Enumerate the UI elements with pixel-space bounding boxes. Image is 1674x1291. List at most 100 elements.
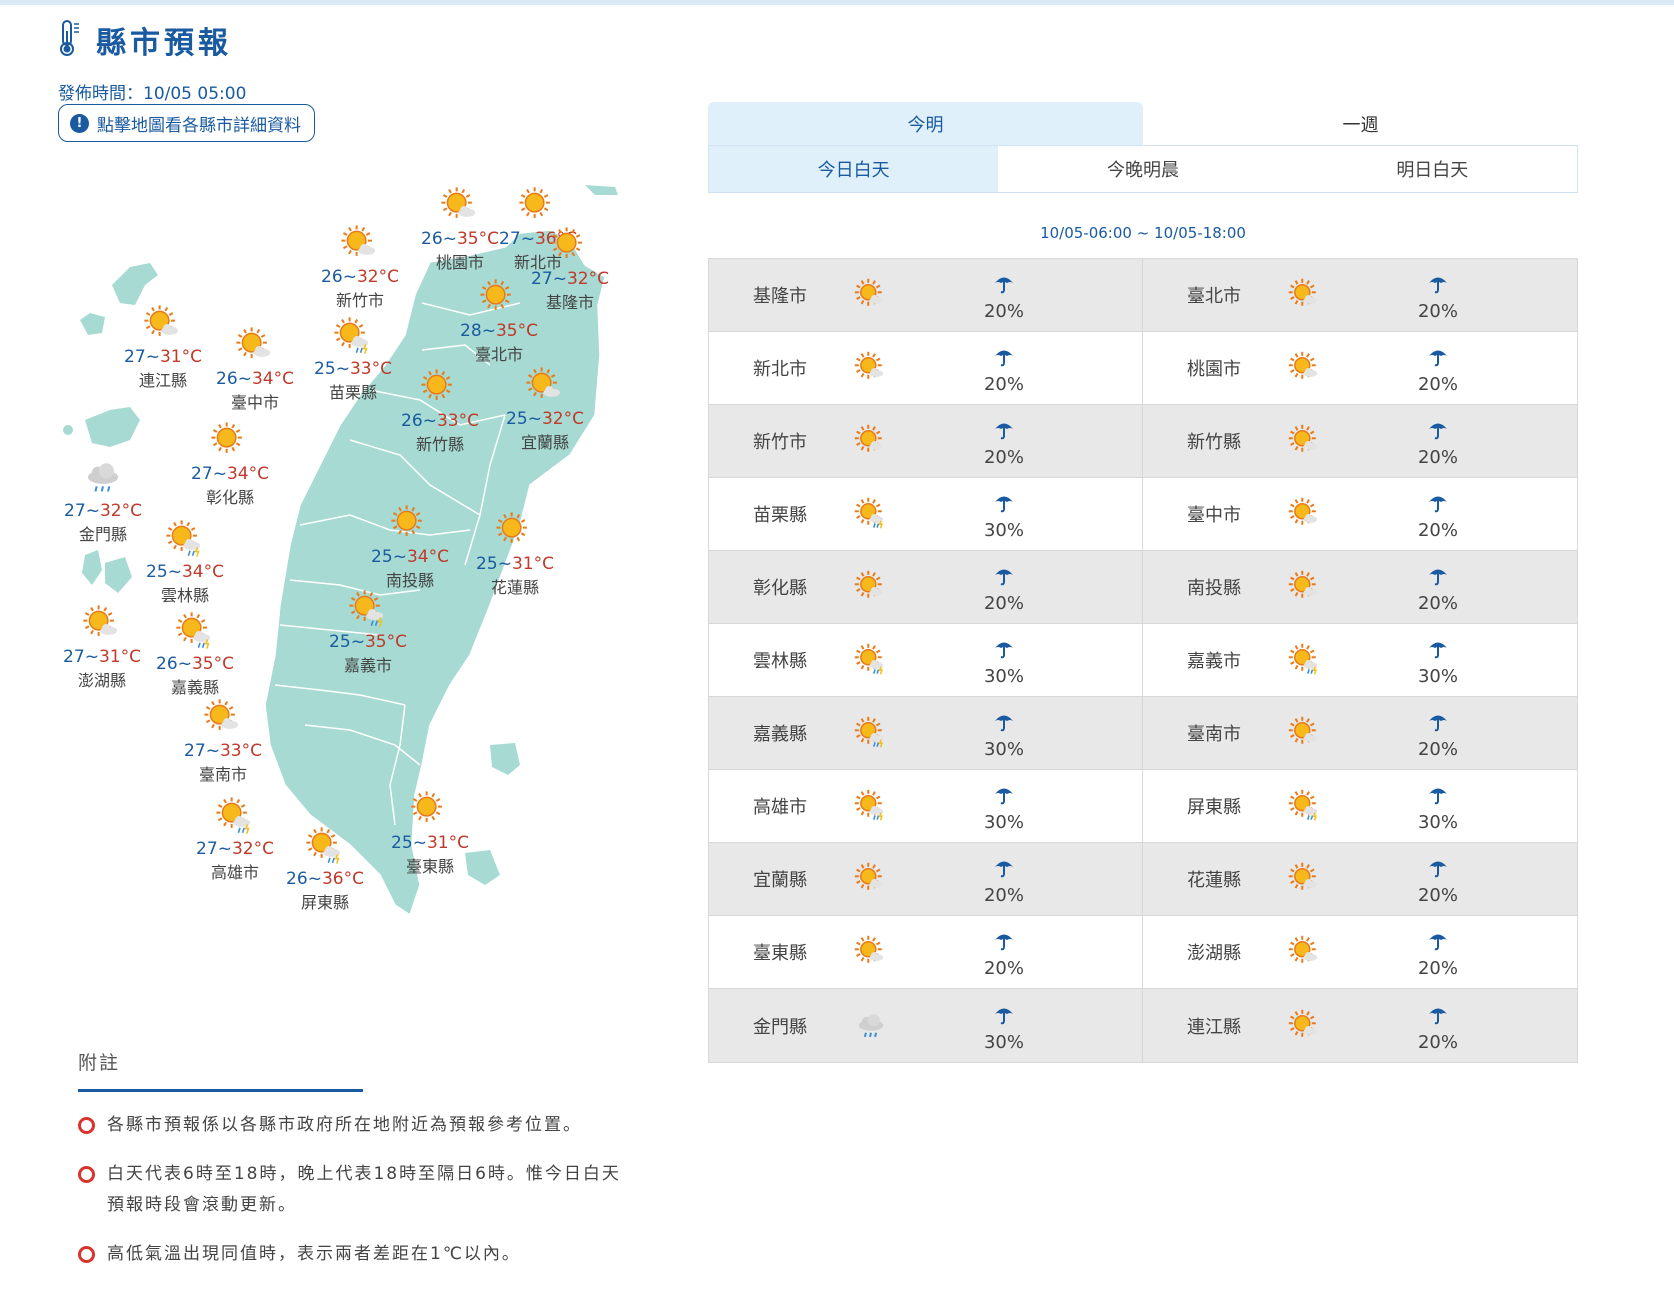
city-forecast-cell[interactable]: 臺北市 20% — [1143, 259, 1577, 331]
city-forecast-cell[interactable]: 宜蘭縣 20% — [709, 843, 1143, 915]
map-label[interactable]: 27~31°C 連江縣 — [103, 303, 223, 391]
city-name: 南投縣 — [385, 571, 434, 590]
temperature-range: 27~31°C — [63, 647, 141, 667]
map-label[interactable]: 26~33°C 新竹縣 — [380, 367, 500, 455]
table-row: 苗栗縣 30% 臺中市 20% — [709, 478, 1577, 551]
rain-probability: 20% — [1368, 999, 1508, 1053]
rain-probability: 30% — [1368, 779, 1508, 833]
sunny-cloudy-icon — [854, 935, 934, 969]
map-label[interactable]: 26~35°C 桃園市 — [400, 185, 520, 273]
rain-probability: 20% — [934, 560, 1074, 614]
map-label[interactable]: 25~35°C 嘉義市 — [308, 588, 428, 676]
tab-week[interactable]: 一週 — [1342, 114, 1379, 136]
table-row: 嘉義縣 30% 臺南市 20% — [709, 697, 1577, 770]
umbrella-icon — [1427, 274, 1449, 298]
table-row: 雲林縣 30% 嘉義市 30% — [709, 624, 1577, 697]
city-forecast-cell[interactable]: 屏東縣 30% — [1143, 770, 1577, 842]
map-label[interactable]: 26~35°C 嘉義縣 — [135, 610, 255, 698]
city-forecast-cell[interactable]: 新竹縣 20% — [1143, 405, 1577, 477]
rain-percent: 20% — [1417, 1031, 1458, 1053]
map-label[interactable]: 25~33°C 苗栗縣 — [293, 315, 413, 403]
sunny-icon — [510, 225, 630, 272]
umbrella-icon — [1427, 1005, 1449, 1029]
city-name: 新北市 — [513, 253, 562, 272]
rain-percent: 20% — [983, 301, 1024, 322]
city-forecast-cell[interactable]: 南投縣 20% — [1143, 551, 1577, 623]
rain-probability: 30% — [934, 779, 1074, 833]
rain-percent: 20% — [983, 447, 1024, 468]
city-forecast-cell[interactable]: 新竹市 20% — [709, 405, 1143, 477]
city-forecast-cell[interactable]: 新北市 20% — [709, 332, 1143, 404]
city-forecast-cell[interactable]: 臺東縣 20% — [709, 916, 1143, 988]
city-name: 澎湖縣 — [77, 671, 126, 690]
umbrella-icon — [993, 1005, 1015, 1029]
temperature-range: 26~32°C — [321, 267, 399, 287]
sunny-icon — [478, 185, 598, 232]
temperature-range: 26~33°C — [401, 411, 479, 431]
tab-tonight[interactable]: 今晚明晨 — [1106, 160, 1179, 181]
map-label[interactable]: 25~34°C 雲林縣 — [125, 518, 245, 606]
map-label[interactable]: 25~34°C 南投縣 — [350, 503, 470, 591]
rain-percent: 20% — [1417, 301, 1458, 322]
map-label[interactable]: 26~34°C 臺中市 — [195, 325, 315, 413]
umbrella-icon — [1427, 785, 1449, 809]
map-label[interactable]: 25~31°C 花蓮縣 — [455, 510, 575, 598]
city-forecast-cell[interactable]: 雲林縣 30% — [709, 624, 1143, 696]
city-forecast-cell[interactable]: 臺南市 20% — [1143, 697, 1577, 769]
rain-probability: 20% — [1368, 414, 1508, 468]
note-text: 各縣市預報係以各縣市政府所在地附近為預報參考位置。 — [107, 1115, 582, 1135]
temperature-range: 27~32°C — [531, 269, 609, 289]
sun-shower-icon — [1288, 643, 1368, 677]
map-label[interactable]: 25~32°C 宜蘭縣 — [485, 365, 605, 453]
city-forecast-cell[interactable]: 高雄市 30% — [709, 770, 1143, 842]
map-detail-button[interactable]: ! 點擊地圖看各縣市詳細資料 — [58, 104, 315, 142]
map-label[interactable]: 27~32°C 金門縣 — [43, 457, 163, 545]
rain-percent: 20% — [1417, 447, 1458, 468]
umbrella-icon — [993, 639, 1015, 663]
table-row: 新北市 20% 桃園市 20% — [709, 332, 1577, 405]
map-label[interactable]: 27~34°C 彰化縣 — [170, 420, 290, 508]
tab-today-daytime[interactable]: 今日白天 — [709, 146, 999, 192]
city-forecast-cell[interactable]: 花蓮縣 20% — [1143, 843, 1577, 915]
city-forecast-cell[interactable]: 嘉義縣 30% — [709, 697, 1143, 769]
map-label[interactable]: 26~32°C 新竹市 — [300, 223, 420, 311]
city-name: 屏東縣 — [300, 893, 349, 912]
city-forecast-cell[interactable]: 基隆市 20% — [709, 259, 1143, 331]
city-forecast-cell[interactable]: 嘉義市 30% — [1143, 624, 1577, 696]
note-text: 白天代表6時至18時，晚上代表18時至隔日6時。惟今日白天預報時段會滾動更新。 — [107, 1164, 621, 1215]
tab-today-tomorrow[interactable]: 今明 — [708, 102, 1143, 145]
city-name: 臺南市 — [198, 765, 247, 784]
rain-percent: 30% — [1417, 666, 1458, 687]
temperature-range: 28~35°C — [460, 321, 538, 341]
tab-tomorrow-daytime[interactable]: 明日白天 — [1396, 160, 1469, 181]
city-forecast-cell[interactable]: 臺中市 20% — [1143, 478, 1577, 550]
city-forecast-cell[interactable]: 金門縣 30% — [709, 989, 1143, 1062]
map-label[interactable]: 27~33°C 臺南市 — [163, 697, 283, 785]
city-name: 基隆市 — [545, 293, 594, 312]
period-tabs: 今明 一週 — [708, 102, 1578, 145]
city-forecast-cell[interactable]: 桃園市 20% — [1143, 332, 1577, 404]
city-forecast-cell[interactable]: 苗栗縣 30% — [709, 478, 1143, 550]
rain-probability: 30% — [934, 633, 1074, 687]
city-name: 連江縣 — [1187, 1016, 1241, 1038]
taiwan-map[interactable]: 26~32°C 新竹市 26~35°C 桃園市 27~36°C 新北市 27~3… — [50, 185, 680, 985]
city-forecast-cell[interactable]: 連江縣 20% — [1143, 989, 1577, 1062]
map-label[interactable]: 26~36°C 屏東縣 — [265, 825, 385, 913]
map-label[interactable]: 27~31°C 澎湖縣 — [42, 603, 162, 691]
rain-percent: 30% — [1417, 812, 1458, 833]
temperature-range: 25~33°C — [314, 359, 392, 379]
city-forecast-cell[interactable]: 彰化縣 20% — [709, 551, 1143, 623]
sunny-cloudy-icon — [854, 278, 934, 312]
page-header: 縣市預報 — [58, 18, 232, 62]
map-label[interactable]: 25~31°C 臺東縣 — [370, 789, 490, 877]
rain-probability: 20% — [1368, 925, 1508, 979]
notes-section: 附註 各縣市預報係以各縣市政府所在地附近為預報參考位置。 白天代表6時至18時，… — [78, 1048, 638, 1270]
city-forecast-cell[interactable]: 澎湖縣 20% — [1143, 916, 1577, 988]
map-label[interactable]: 27~32°C 基隆市 — [510, 225, 630, 313]
map-label[interactable]: 27~32°C 高雄市 — [175, 795, 295, 883]
table-row: 新竹市 20% 新竹縣 20% — [709, 405, 1577, 478]
rain-percent: 30% — [983, 812, 1024, 833]
map-label[interactable]: 28~35°C 臺北市 — [439, 277, 559, 365]
sunny-cloudy-icon — [1288, 278, 1368, 312]
table-row: 高雄市 30% 屏東縣 30% — [709, 770, 1577, 843]
